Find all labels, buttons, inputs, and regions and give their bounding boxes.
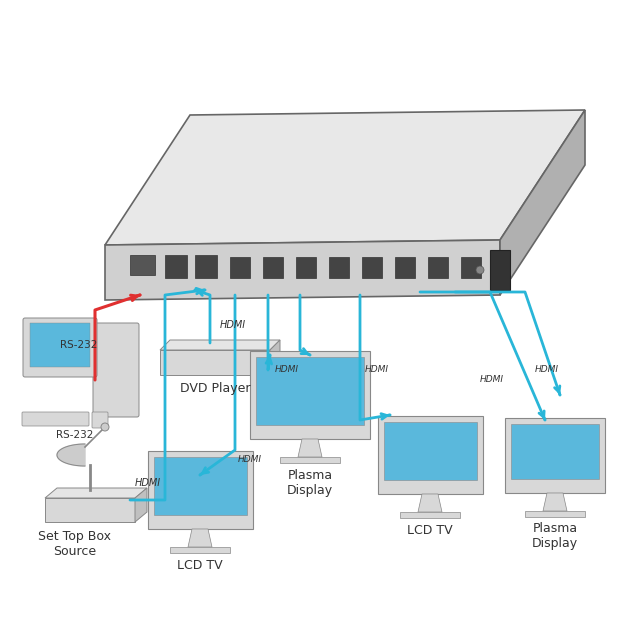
Polygon shape <box>130 255 155 275</box>
Text: Plasma
Display: Plasma Display <box>532 522 578 550</box>
Circle shape <box>101 423 109 431</box>
Polygon shape <box>45 488 147 498</box>
Polygon shape <box>461 257 481 278</box>
Polygon shape <box>154 457 247 515</box>
Polygon shape <box>543 493 567 511</box>
Polygon shape <box>362 257 382 278</box>
Polygon shape <box>384 422 477 480</box>
Polygon shape <box>230 257 250 278</box>
Text: RS-232: RS-232 <box>60 340 97 350</box>
Polygon shape <box>505 418 605 493</box>
Polygon shape <box>170 547 230 553</box>
Text: LCD TV: LCD TV <box>177 559 223 572</box>
Polygon shape <box>250 351 370 439</box>
Polygon shape <box>378 416 483 494</box>
Polygon shape <box>57 444 85 466</box>
Polygon shape <box>188 529 212 547</box>
Polygon shape <box>280 457 340 463</box>
Text: HDMI: HDMI <box>238 456 262 464</box>
Polygon shape <box>160 340 280 350</box>
Polygon shape <box>428 257 448 278</box>
Polygon shape <box>195 255 217 278</box>
Polygon shape <box>105 110 585 245</box>
Polygon shape <box>148 451 253 529</box>
Text: HDMI: HDMI <box>275 366 299 374</box>
FancyBboxPatch shape <box>93 323 139 417</box>
Text: HDMI: HDMI <box>365 366 389 374</box>
Polygon shape <box>298 439 322 457</box>
FancyBboxPatch shape <box>92 412 108 428</box>
FancyBboxPatch shape <box>23 318 97 377</box>
Polygon shape <box>45 498 135 522</box>
Circle shape <box>476 266 484 274</box>
Polygon shape <box>296 257 316 278</box>
Text: Plasma
Display: Plasma Display <box>287 469 333 497</box>
Polygon shape <box>500 110 585 295</box>
Polygon shape <box>418 494 442 512</box>
Polygon shape <box>30 323 90 367</box>
FancyBboxPatch shape <box>22 412 89 426</box>
Polygon shape <box>400 512 460 518</box>
Text: HDMI: HDMI <box>480 376 504 384</box>
Polygon shape <box>395 257 415 278</box>
Polygon shape <box>270 340 280 375</box>
Text: HDMI: HDMI <box>135 478 161 488</box>
Polygon shape <box>329 257 349 278</box>
Polygon shape <box>263 257 283 278</box>
Text: RS-232: RS-232 <box>56 430 94 440</box>
Text: LCD TV: LCD TV <box>407 524 453 537</box>
Polygon shape <box>135 488 147 522</box>
Text: Set Top Box
Source: Set Top Box Source <box>39 530 112 558</box>
Polygon shape <box>256 357 364 425</box>
Polygon shape <box>525 511 585 517</box>
Polygon shape <box>511 424 599 479</box>
Text: HDMI: HDMI <box>220 320 246 330</box>
Text: DVD Player: DVD Player <box>180 382 250 395</box>
Polygon shape <box>160 350 270 375</box>
Polygon shape <box>165 255 187 278</box>
Polygon shape <box>105 240 500 300</box>
Polygon shape <box>490 250 510 290</box>
Text: HDMI: HDMI <box>535 366 559 374</box>
